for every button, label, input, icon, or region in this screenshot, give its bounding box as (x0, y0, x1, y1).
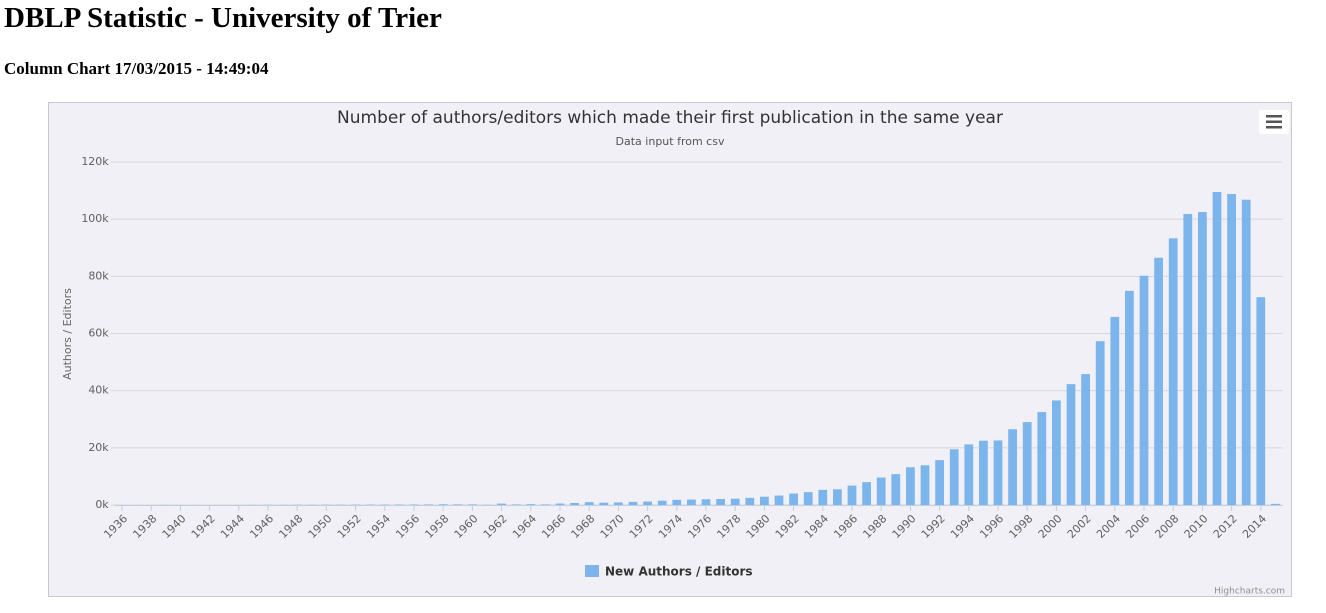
bar (1139, 275, 1149, 505)
chart: Number of authors/editors which made the… (48, 102, 1292, 597)
bar (1037, 412, 1047, 505)
bar (920, 465, 930, 505)
bar (1241, 199, 1251, 505)
y-tick-label: 20k (88, 441, 109, 454)
bar (1008, 429, 1017, 505)
bar (1183, 214, 1193, 505)
bar (511, 504, 521, 505)
bar (730, 498, 740, 505)
bar (657, 500, 667, 505)
bar (789, 493, 798, 505)
bar (745, 497, 755, 505)
page-subtitle: Column Chart 17/03/2015 - 14:49:04 (4, 59, 269, 78)
bar (1198, 212, 1207, 505)
bar (1081, 374, 1090, 505)
bar (818, 489, 828, 505)
bar (409, 504, 419, 505)
y-tick-label: 80k (88, 269, 109, 282)
bar (424, 504, 433, 505)
bar (935, 460, 944, 505)
bar (847, 485, 857, 505)
y-tick-label: 100k (81, 212, 109, 225)
bar (614, 502, 623, 505)
bar (1227, 194, 1236, 505)
y-tick-label: 0k (95, 498, 109, 511)
bar (526, 504, 536, 505)
bar (497, 503, 506, 505)
bar (803, 492, 813, 505)
bar (891, 474, 901, 505)
bar (628, 501, 638, 505)
bar (1022, 422, 1032, 505)
bar (964, 444, 974, 505)
bar (1066, 384, 1076, 505)
bar (862, 482, 871, 505)
bar (584, 502, 594, 505)
bar (774, 495, 784, 505)
credits: Highcharts.com (1214, 587, 1285, 597)
bar (438, 504, 448, 505)
menu-line (1266, 126, 1282, 129)
bar (1095, 341, 1105, 505)
bar (949, 449, 959, 505)
menu-line (1266, 120, 1282, 123)
bar (570, 502, 579, 505)
bar (643, 501, 652, 505)
bar (599, 502, 609, 505)
bar (1168, 238, 1178, 505)
chart-subtitle: Data input from csv (616, 135, 725, 148)
bar (1271, 503, 1280, 505)
page-title: DBLP Statistic - University of Trier (4, 2, 442, 34)
bar (541, 504, 550, 505)
bar (876, 477, 886, 505)
bar (687, 499, 696, 505)
bar (993, 440, 1003, 505)
bar (453, 504, 463, 505)
bar (1256, 297, 1266, 505)
bar (555, 503, 565, 505)
bar (1154, 257, 1163, 505)
bar (760, 496, 769, 505)
chart-title: Number of authors/editors which made the… (337, 108, 1003, 128)
bar (906, 467, 915, 505)
bar (833, 489, 842, 505)
menu-button[interactable] (1259, 110, 1289, 134)
y-tick-label: 40k (88, 384, 109, 397)
bar (468, 504, 477, 505)
bar (672, 499, 682, 505)
legend-swatch (585, 565, 599, 577)
y-tick-label: 60k (88, 327, 109, 340)
y-tick-label: 120k (81, 155, 109, 168)
bar (716, 498, 725, 505)
bar (1212, 192, 1222, 505)
bar (1110, 316, 1120, 505)
bar (701, 499, 711, 505)
y-axis-label: Authors / Editors (61, 288, 74, 380)
bar (979, 440, 988, 505)
chart-background (48, 102, 1292, 597)
menu-line (1266, 115, 1282, 118)
bar (1052, 400, 1061, 505)
legend-label: New Authors / Editors (605, 565, 753, 579)
bar (1125, 290, 1134, 505)
